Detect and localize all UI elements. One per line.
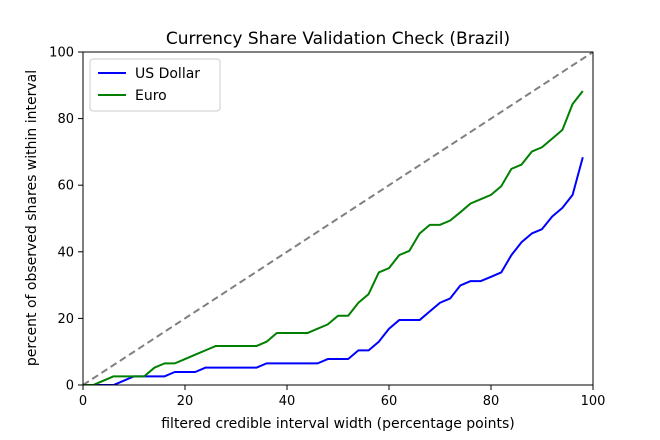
x-tick-label: 80 [483, 394, 500, 409]
legend: US Dollar Euro [89, 58, 221, 112]
x-tick-label: 20 [177, 394, 194, 409]
y-tick-label: 20 [57, 312, 74, 327]
plot-area [83, 52, 593, 385]
legend-entry: US Dollar [135, 66, 200, 82]
chart-title: Currency Share Validation Check (Brazil) [166, 29, 510, 49]
legend-entry: Euro [135, 88, 167, 104]
series-line-euro [83, 90, 584, 385]
x-tick-label: 60 [381, 394, 398, 409]
x-tick-label: 100 [581, 394, 606, 409]
y-tick-label: 100 [49, 46, 74, 61]
series-line-us-dollar [83, 156, 584, 385]
y-tick-label: 60 [57, 179, 74, 194]
y-tick-label: 0 [66, 379, 74, 394]
plot-frame [82, 51, 594, 386]
y-axis-label: percent of observed shares within interv… [24, 70, 40, 366]
x-tick-label: 0 [79, 394, 87, 409]
y-tick-label: 40 [57, 245, 74, 260]
x-axis-label: filtered credible interval width (percen… [161, 416, 515, 432]
y-tick-label: 80 [57, 112, 74, 127]
reference-diagonal-line [83, 52, 593, 385]
x-tick-label: 40 [279, 394, 296, 409]
